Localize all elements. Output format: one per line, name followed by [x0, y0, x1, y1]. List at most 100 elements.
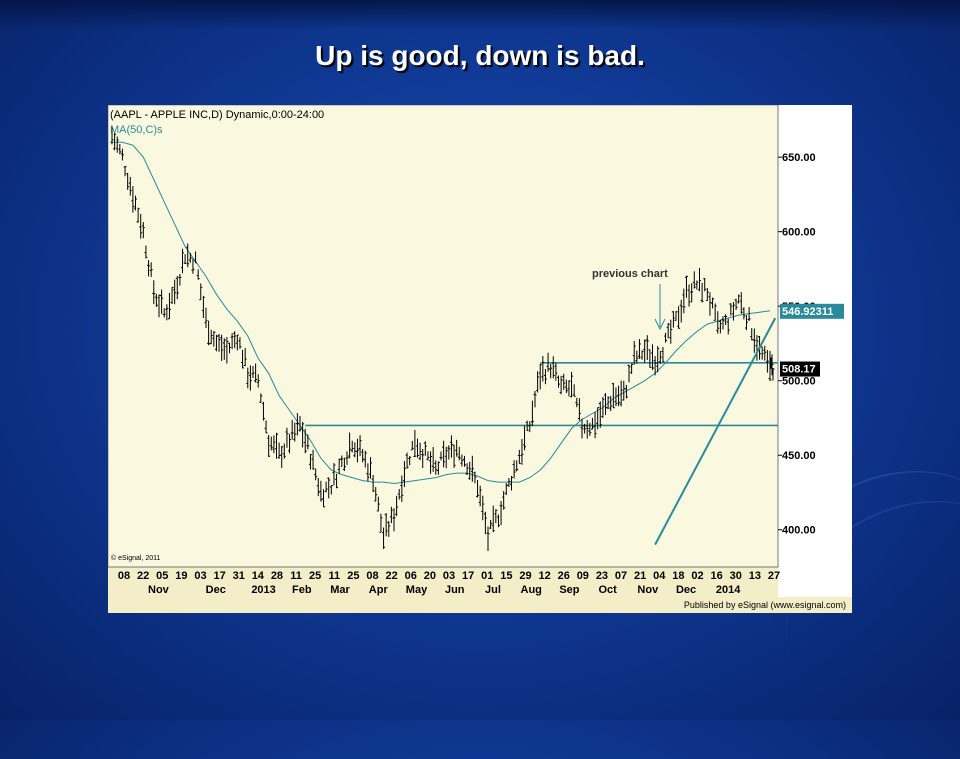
y-tick-label: 400.00	[782, 525, 816, 537]
price-bar	[165, 304, 169, 321]
x-day-label: 25	[309, 570, 321, 582]
price-bar	[371, 474, 375, 493]
price-bar	[465, 463, 469, 475]
x-day-label: 21	[634, 570, 646, 582]
price-bar	[763, 345, 767, 361]
price-bar	[700, 282, 704, 303]
price-bar	[606, 396, 610, 410]
x-day-label: 13	[749, 570, 761, 582]
price-bar	[708, 292, 712, 316]
x-axis: 08 22 05 19 03 17 31 14 28 11 25 11 25 08 22 06 20 03 17 01…	[118, 570, 780, 596]
price-bar	[212, 330, 216, 347]
price-bar	[241, 349, 245, 369]
stock-chart: 650.00600.00550.00500.00450.00400.00546.…	[108, 105, 852, 613]
price-bar	[162, 308, 166, 318]
price-bar	[178, 273, 182, 286]
price-bar	[481, 495, 485, 521]
x-day-label: 02	[691, 570, 703, 582]
price-bar	[376, 496, 380, 512]
x-day-label: 09	[577, 570, 589, 582]
price-bar	[677, 306, 681, 329]
price-bar	[442, 440, 446, 468]
price-bar	[332, 463, 336, 486]
price-bar	[421, 449, 425, 469]
price-bar	[679, 299, 683, 323]
price-bar	[632, 340, 636, 365]
price-bar	[269, 436, 273, 451]
price-bar	[491, 505, 495, 533]
price-bar	[366, 463, 370, 482]
price-bar	[201, 295, 205, 318]
price-bar	[611, 382, 615, 409]
price-bar	[308, 454, 312, 470]
price-bar	[489, 519, 493, 529]
chart-frame: 650.00600.00550.00500.00450.00400.00546.…	[108, 105, 852, 613]
price-bar	[731, 302, 735, 321]
price-bar	[483, 511, 487, 535]
price-bar	[306, 434, 310, 450]
x-day-label: 31	[233, 570, 245, 582]
price-bar	[515, 460, 519, 472]
price-bar	[384, 513, 388, 537]
price-bar	[113, 132, 117, 151]
price-bar	[259, 393, 263, 403]
price-bar	[536, 371, 540, 393]
price-bar	[742, 307, 746, 320]
price-bar	[167, 292, 171, 320]
x-day-label: 29	[519, 570, 531, 582]
price-bar	[661, 346, 665, 363]
annotation-arrow-head	[654, 318, 666, 331]
price-bar	[204, 307, 208, 329]
x-month-label: May	[406, 584, 428, 596]
price-bar	[243, 348, 247, 367]
chart-title: (AAPL - APPLE INC,D) Dynamic,0:00-24:00	[110, 109, 324, 121]
price-bar	[220, 334, 224, 361]
x-month-label: Dec	[206, 584, 226, 596]
price-bar	[486, 526, 490, 552]
price-bar	[230, 333, 234, 350]
price-bar	[643, 339, 647, 364]
price-bar	[248, 365, 252, 391]
axis-area	[778, 105, 852, 567]
price-bar	[449, 435, 453, 458]
ma-value-flag	[780, 303, 844, 319]
price-bar	[131, 186, 135, 213]
price-bar	[329, 485, 333, 495]
price-bar	[624, 384, 628, 399]
price-bar	[739, 292, 743, 314]
price-bar	[170, 286, 174, 305]
price-bar	[209, 329, 213, 345]
price-bar	[175, 275, 179, 300]
price-bar	[559, 375, 563, 395]
price-bar	[335, 473, 339, 489]
price-bar	[361, 449, 365, 463]
price-bar	[222, 338, 226, 360]
x-month-label: Aug	[521, 584, 542, 596]
price-bar	[149, 262, 153, 277]
x-day-label: 17	[462, 570, 474, 582]
price-bar	[510, 475, 513, 491]
price-bar	[196, 269, 200, 280]
plot-area	[108, 105, 779, 568]
price-bar	[429, 451, 433, 474]
price-bar	[254, 363, 258, 383]
price-bar	[194, 251, 198, 264]
price-bar	[771, 368, 775, 381]
x-day-label: 28	[271, 570, 283, 582]
price-bar	[695, 280, 699, 290]
trend-lines	[654, 317, 777, 546]
price-bar	[118, 144, 122, 155]
price-bar	[588, 422, 592, 437]
x-day-label: 07	[615, 570, 627, 582]
x-day-label: 14	[252, 570, 265, 582]
x-month-label: 2014	[716, 584, 741, 596]
slide-title: Up is good, down is bad.	[315, 40, 645, 71]
price-bar	[139, 213, 143, 239]
price-bar	[355, 438, 359, 463]
price-bar	[387, 521, 391, 537]
price-bar	[217, 333, 221, 352]
price-bar	[397, 488, 401, 500]
last-price-flag	[780, 361, 820, 377]
price-bar	[288, 433, 292, 454]
price-bar	[713, 303, 717, 321]
